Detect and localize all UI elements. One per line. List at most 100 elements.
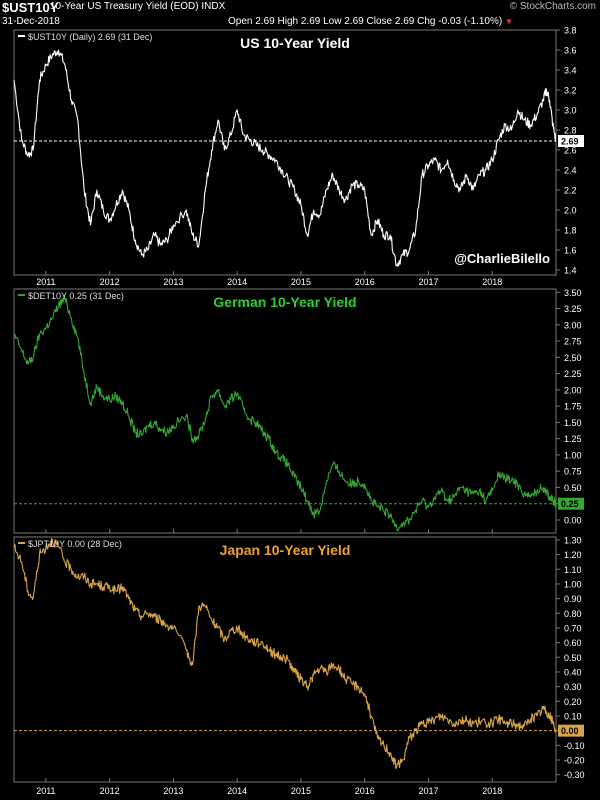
de-y-tick-label: 2.75	[564, 337, 582, 347]
date-label: 31-Dec-2018	[2, 16, 60, 27]
x-tick-label-bottom: 2018	[482, 786, 502, 796]
quote-summary: Open 2.69 High 2.69 Low 2.69 Close 2.69 …	[228, 16, 513, 27]
chg-value: -0.03 (-1.10%)	[438, 16, 503, 27]
x-tick-label-bottom: 2012	[100, 786, 120, 796]
x-tick-label-bottom: 2015	[291, 786, 311, 796]
us-annotation: @CharlieBilello	[454, 251, 550, 266]
x-tick-label-bottom: 2014	[227, 786, 247, 796]
jp-y-tick-label: 0.70	[564, 623, 582, 633]
de-y-tick-label: 3.00	[564, 320, 582, 330]
x-tick-label-bottom: 2017	[418, 786, 438, 796]
jp-y-tick-label: -0.10	[564, 741, 585, 751]
us-y-tick-label: 2.2	[564, 186, 577, 196]
chg-label: Chg	[417, 16, 436, 27]
us-y-tick-label: 1.4	[564, 266, 577, 276]
x-tick-label-bottom: 2011	[36, 786, 55, 796]
x-tick-label-top: 2011	[36, 277, 55, 287]
jp-y-tick-label: 0.10	[564, 711, 582, 721]
high-label: High	[277, 16, 299, 27]
x-tick-label-top: 2018	[482, 277, 502, 287]
de-y-tick-label: 0.75	[564, 467, 582, 477]
us-last-value-label: 2.69	[561, 137, 579, 147]
de-y-tick-label: 2.25	[564, 369, 582, 379]
de-y-tick-label: 1.00	[564, 450, 582, 460]
x-tick-label-top: 2014	[227, 277, 247, 287]
us-y-tick-label: 1.6	[564, 246, 577, 256]
jp-y-tick-label: 0.50	[564, 653, 582, 663]
jp-panel-border	[13, 536, 557, 783]
jp-y-tick-label: -0.20	[564, 755, 585, 765]
us-series-line	[13, 49, 557, 267]
us-y-tick-label: 3.4	[564, 66, 577, 76]
open-label: Open	[228, 16, 253, 27]
high-value: 2.69	[300, 16, 321, 27]
source-label: © StockCharts.com	[509, 1, 596, 12]
jp-y-tick-label: 0.30	[564, 682, 582, 692]
de-y-tick-label: 0.00	[564, 515, 582, 525]
jp-y-tick-label: -0.30	[564, 770, 585, 780]
x-tick-label-bottom: 2016	[355, 786, 375, 796]
de-legend: $DET10Y 0.25 (31 Dec)	[28, 291, 124, 301]
jp-y-tick-label: 0.20	[564, 697, 582, 707]
us-y-tick-label: 3.0	[564, 106, 577, 116]
jp-legend-swatch	[18, 542, 25, 544]
index-label: INDX	[201, 1, 226, 12]
close-value: 2.69	[394, 16, 415, 27]
us-y-tick-label: 1.8	[564, 226, 577, 236]
de-series-line	[13, 294, 557, 532]
de-y-tick-label: 1.25	[564, 434, 582, 444]
close-label: Close	[366, 16, 393, 27]
jp-y-tick-label: 0.80	[564, 609, 582, 619]
x-tick-label-top: 2016	[355, 277, 375, 287]
de-last-value-label: 0.25	[561, 499, 579, 509]
jp-series-line	[13, 537, 557, 770]
down-triangle-icon: ▼	[504, 17, 513, 26]
jp-last-value-box	[558, 724, 584, 737]
de-title: German 10-Year Yield	[213, 294, 356, 310]
us-legend-swatch	[18, 35, 25, 37]
de-last-value-box	[558, 497, 584, 510]
de-y-tick-label: 0.50	[564, 483, 582, 493]
de-legend-swatch	[18, 294, 25, 296]
jp-y-tick-label: 1.10	[564, 565, 582, 575]
us-y-tick-label: 3.6	[564, 46, 577, 56]
low-label: Low	[323, 16, 342, 27]
de-y-tick-label: 1.75	[564, 402, 582, 412]
x-tick-label-top: 2015	[291, 277, 311, 287]
x-tick-label-top: 2017	[418, 277, 438, 287]
us-title: US 10-Year Yield	[240, 35, 350, 51]
us-last-value-box	[558, 135, 584, 147]
jp-y-tick-label: 0.60	[564, 638, 582, 648]
de-y-tick-label: 3.50	[564, 288, 582, 298]
de-panel-border	[13, 288, 557, 534]
jp-title: Japan 10-Year Yield	[220, 542, 351, 558]
de-y-tick-label: 2.50	[564, 353, 582, 363]
x-tick-label-bottom: 2013	[163, 786, 183, 796]
x-tick-label-top: 2012	[100, 277, 120, 287]
jp-y-tick-label: 1.00	[564, 579, 582, 589]
low-value: 2.69	[344, 16, 364, 27]
chart-header: $UST10Y 10-Year US Treasury Yield (EOD) …	[0, 0, 600, 30]
us-y-tick-label: 3.2	[564, 86, 577, 96]
description-text: 10-Year US Treasury Yield (EOD)	[50, 1, 199, 12]
jp-y-tick-label: 1.30	[564, 535, 582, 545]
de-y-tick-label: 1.50	[564, 418, 582, 428]
jp-y-tick-label: 0.90	[564, 594, 582, 604]
us-y-tick-label: 2.4	[564, 166, 577, 176]
jp-y-tick-label: 1.20	[564, 550, 582, 560]
description-label: 10-Year US Treasury Yield (EOD) INDX	[50, 1, 225, 12]
us-legend: $UST10Y (Daily) 2.69 (31 Dec)	[28, 32, 152, 42]
us-y-tick-label: 2.0	[564, 206, 577, 216]
de-y-tick-label: 3.25	[564, 304, 582, 314]
open-value: 2.69	[255, 16, 275, 27]
us-y-tick-label: 2.8	[564, 126, 577, 136]
us-panel-border	[13, 29, 557, 276]
us-y-tick-label: 2.6	[564, 146, 577, 156]
x-tick-label-top: 2013	[163, 277, 183, 287]
jp-legend: $JPT10Y 0.00 (28 Dec)	[28, 539, 122, 549]
symbol-label: $UST10Y	[2, 0, 59, 15]
jp-y-tick-label: 0.40	[564, 667, 582, 677]
us-y-tick-label: 3.8	[564, 26, 577, 36]
jp-last-value-label: 0.00	[561, 726, 579, 736]
